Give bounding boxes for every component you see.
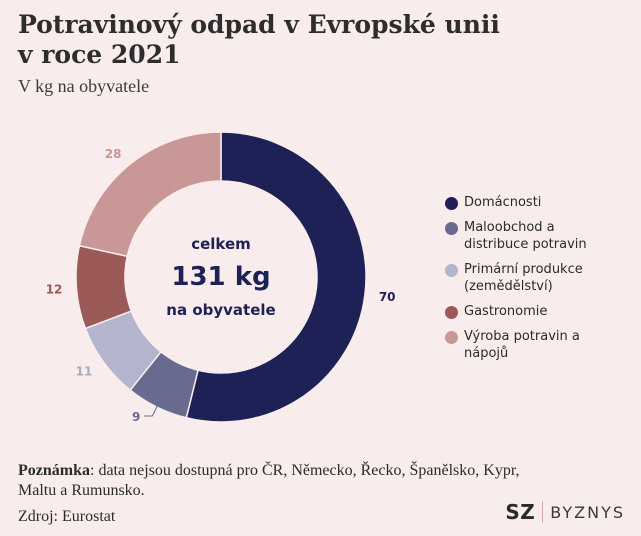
donut-slice-vyroba-potravin [78,131,222,258]
legend-label-maloobchod: Maloobchod a distribuce potravin [464,220,587,252]
legend-swatch-gastronomie [445,306,458,319]
publisher-logo: SZ BYZNYS [505,500,625,524]
donut-slices [75,131,367,423]
center-label-bottom: na obyvatele [166,301,275,319]
leader-line-maloobchod [144,403,159,417]
logo-sz-mark: SZ [505,500,536,524]
legend-label-domacnosti: Domácnosti [464,195,542,210]
value-label-gastronomie: 12 [46,283,63,297]
chart-title: Potravinový odpad v Evropské unii v roce… [18,10,618,70]
chart-title-line-2: v roce 2021 [18,40,181,69]
value-label-domacnosti: 70 [379,290,396,304]
center-total-value: 131 kg [171,262,270,292]
logo-divider [542,501,544,523]
value-label-primarni-produkce: 11 [76,364,93,378]
legend-item-primarni-produkce: Primární produkce (zemědělství) [445,261,635,295]
legend-label-vyroba-potravin: Výroba potravin a nápojů [464,329,580,361]
center-label-top: celkem [191,235,251,253]
source-line: Zdroj: Eurostat [18,508,116,525]
value-labels: 70 9 11 12 28 [46,147,396,424]
value-label-vyroba-potravin: 28 [105,147,122,161]
legend-swatch-vyroba-potravin [445,331,458,344]
legend-swatch-maloobchod [445,222,458,235]
footnote-label: Poznámka [18,462,90,479]
legend-item-vyroba-potravin: Výroba potravin a nápojů [445,328,635,362]
donut-slice-domacnosti [185,131,367,423]
chart-title-line-1: Potravinový odpad v Evropské unii [18,10,500,39]
value-label-maloobchod: 9 [132,410,140,424]
legend-item-gastronomie: Gastronomie [445,303,635,320]
legend-label-primarni-produkce: Primární produkce (zemědělství) [464,262,583,294]
legend-swatch-domacnosti [445,197,458,210]
logo-byznys-word: BYZNYS [550,502,625,522]
footnote-text: : data nejsou dostupná pro ČR, Německo, … [18,462,520,499]
chart-legend: Domácnosti Maloobchod a distribuce potravi… [445,194,635,370]
legend-item-maloobchod: Maloobchod a distribuce potravin [445,219,635,253]
legend-swatch-primarni-produkce [445,264,458,277]
footnote: Poznámka: data nejsou dostupná pro ČR, N… [18,461,558,501]
legend-label-gastronomie: Gastronomie [464,304,548,319]
chart-subtitle: V kg na obyvatele [18,76,150,96]
legend-item-domacnosti: Domácnosti [445,194,635,211]
